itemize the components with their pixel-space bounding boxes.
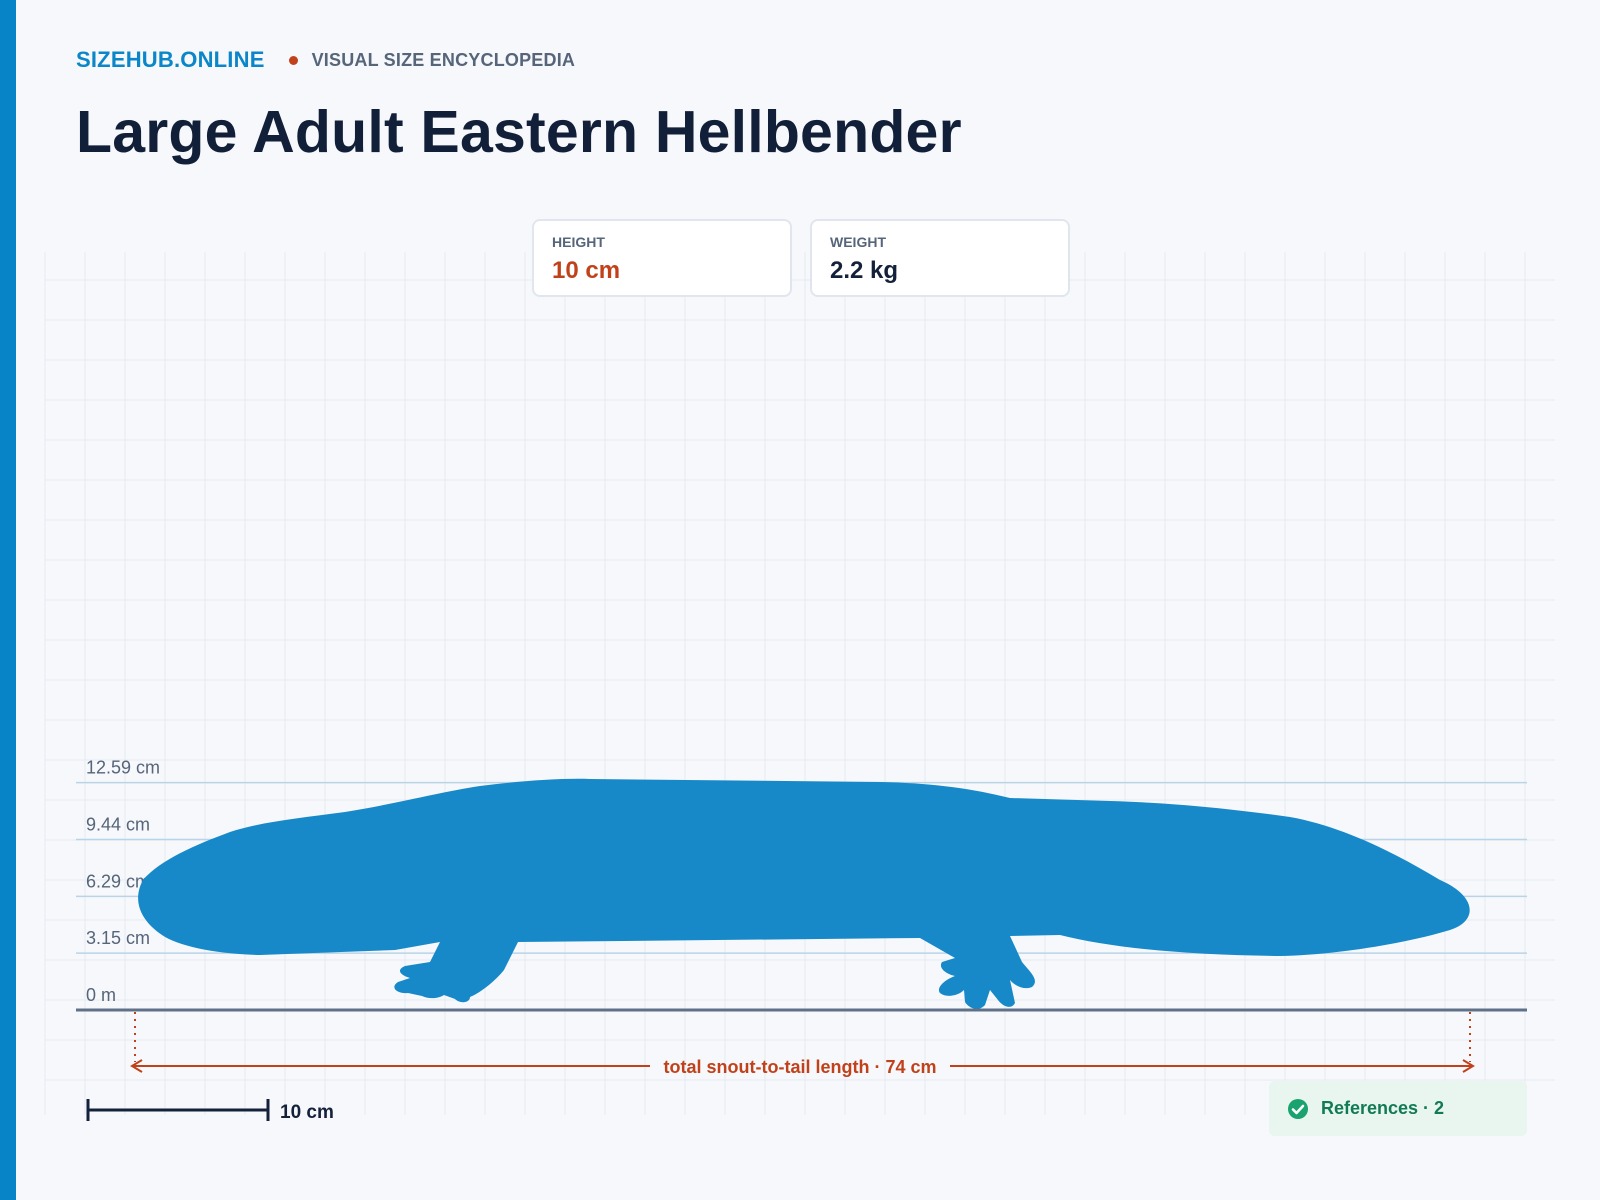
scale-bar-label: 10 cm (280, 1102, 334, 1123)
height-level-label: 0 m (86, 985, 116, 1005)
height-level-label: 6.29 cm (86, 871, 150, 891)
check-circle-icon (1288, 1098, 1308, 1119)
tagline: VISUAL SIZE ENCYCLOPEDIA (311, 49, 576, 70)
brand-row: SIZEHUB.ONLINE VISUAL SIZE ENCYCLOPEDIA (76, 47, 575, 73)
separator-dot-icon (288, 55, 298, 65)
measure-arrow-left-icon (130, 1059, 143, 1073)
measure-label: total snout-to-tail length · 74 cm (664, 1057, 937, 1077)
height-level-label: 9.44 cm (86, 814, 150, 834)
weight-value: 2.2 kg (830, 257, 899, 284)
hellbender-silhouette (138, 778, 1470, 1009)
height-level-label: 3.15 cm (86, 928, 150, 948)
height-level-label: 12.59 cm (86, 758, 160, 778)
height-value: 10 cm (552, 257, 621, 284)
references-badge[interactable]: References · 2 (1269, 1081, 1527, 1136)
references-label: References · 2 (1321, 1098, 1445, 1118)
weight-card: WEIGHT 2.2 kg (810, 219, 1070, 297)
height-label: HEIGHT (552, 234, 605, 250)
brand-name[interactable]: SIZEHUB.ONLINE (76, 47, 265, 72)
weight-label: WEIGHT (830, 234, 886, 250)
height-card: HEIGHT 10 cm (532, 219, 792, 297)
page-title: Large Adult Eastern Hellbender (76, 99, 962, 165)
measure-arrow-right-icon (1462, 1059, 1475, 1073)
accent-bar (0, 0, 16, 1200)
background-grid (44, 252, 1555, 1115)
